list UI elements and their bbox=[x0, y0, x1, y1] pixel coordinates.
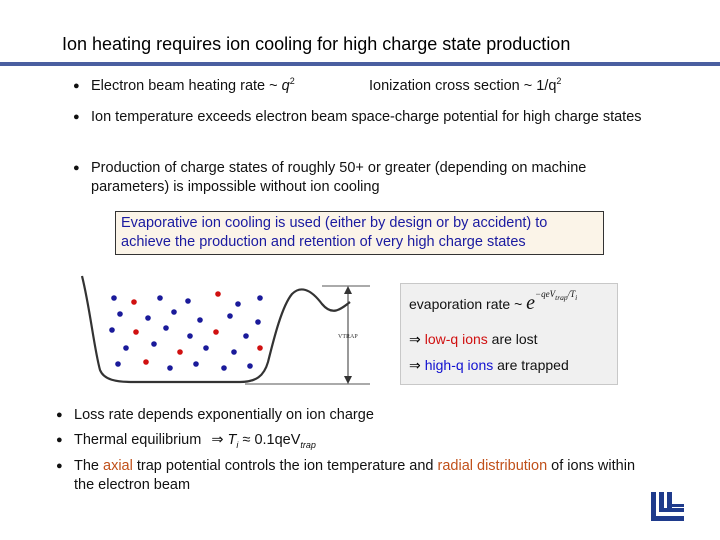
callout-box: Evaporative ion cooling is used (either … bbox=[115, 211, 604, 255]
axial-highlight: axial bbox=[103, 458, 133, 474]
bullet-dot-icon: ● bbox=[73, 162, 80, 174]
potential-well-curve bbox=[80, 275, 351, 384]
slide-title: Ion heating requires ion cooling for hig… bbox=[62, 34, 571, 54]
heating-rate-var: q bbox=[281, 78, 290, 94]
implies-arrow-icon: ⇒ bbox=[409, 357, 421, 373]
evap-base: e bbox=[526, 292, 536, 314]
evap-label: evaporation rate bbox=[409, 296, 511, 312]
implies-arrow-icon: ⇒ bbox=[409, 331, 421, 347]
potential-well-diagram: VTRAP bbox=[80, 275, 370, 385]
bullet-dot-icon: ● bbox=[73, 111, 80, 123]
radial-highlight: radial distribution bbox=[437, 458, 548, 474]
ion-dots bbox=[109, 291, 263, 371]
bullet-text: The axial trap potential controls the io… bbox=[74, 458, 636, 493]
bullet-dot-icon: ● bbox=[56, 460, 63, 472]
bullet-dot-icon: ● bbox=[73, 80, 80, 92]
cross-section-label: Ionization cross section bbox=[369, 78, 520, 94]
high-q-row: ⇒ high-q ions are trapped bbox=[409, 357, 569, 373]
vtrap-label: VTRAP bbox=[338, 334, 358, 340]
callout-text: Evaporative ion cooling is used (either … bbox=[121, 215, 548, 250]
evaporation-rate-row: evaporation rate ~ e−qeVtrap/Ti bbox=[409, 289, 578, 314]
low-q-label: low-q ions bbox=[424, 331, 488, 347]
high-q-label: high-q ions bbox=[424, 357, 494, 373]
bullet-text: Loss rate depends exponentially on ion c… bbox=[74, 407, 374, 423]
bullet-dot-icon: ● bbox=[56, 434, 63, 446]
bullet-text: Production of charge states of roughly 5… bbox=[91, 160, 587, 195]
bullet-text: Ion temperature exceeds electron beam sp… bbox=[91, 109, 642, 125]
bullet-dot-icon: ● bbox=[56, 409, 63, 421]
title-underline bbox=[0, 62, 720, 66]
evaporation-info-box: evaporation rate ~ e−qeVtrap/Ti ⇒ low-q i… bbox=[400, 283, 618, 385]
institution-logo-icon bbox=[651, 492, 684, 521]
cross-section-var: 1/q bbox=[536, 78, 557, 94]
low-q-row: ⇒ low-q ions are lost bbox=[409, 331, 538, 347]
heating-rate-label: Electron beam heating rate bbox=[91, 78, 266, 94]
